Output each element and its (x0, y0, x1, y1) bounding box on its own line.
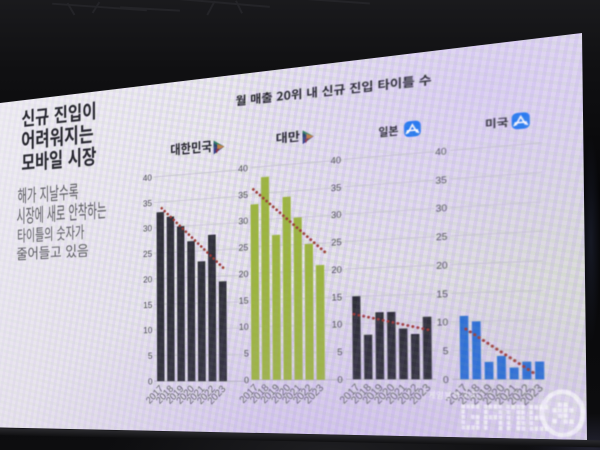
svg-text:0: 0 (244, 375, 249, 386)
svg-text:35: 35 (238, 189, 248, 200)
svg-text:35: 35 (331, 182, 342, 194)
svg-text:20: 20 (436, 260, 448, 272)
svg-text:5: 5 (337, 347, 342, 358)
svg-text:25: 25 (436, 231, 448, 243)
svg-text:10: 10 (437, 317, 449, 329)
svg-text:25: 25 (331, 237, 342, 248)
svg-text:30: 30 (436, 203, 448, 215)
svg-text:0: 0 (148, 377, 153, 387)
svg-text:40: 40 (238, 163, 248, 174)
svg-text:25: 25 (238, 242, 248, 253)
svg-text:20: 20 (331, 264, 342, 275)
svg-text:35: 35 (435, 174, 446, 186)
svg-text:0: 0 (337, 374, 342, 385)
svg-text:30: 30 (238, 216, 248, 227)
svg-text:0: 0 (443, 374, 449, 385)
svg-text:20: 20 (143, 274, 152, 284)
svg-text:10: 10 (239, 322, 249, 333)
svg-text:35: 35 (143, 198, 152, 209)
svg-text:30: 30 (143, 223, 152, 234)
svg-text:15: 15 (143, 300, 152, 310)
svg-text:40: 40 (435, 146, 446, 158)
svg-text:10: 10 (143, 325, 152, 335)
svg-text:5: 5 (443, 345, 449, 356)
svg-text:15: 15 (239, 295, 249, 306)
svg-text:40: 40 (331, 155, 342, 167)
svg-text:15: 15 (331, 292, 342, 303)
svg-text:15: 15 (436, 288, 448, 300)
svg-text:25: 25 (143, 249, 152, 260)
svg-text:40: 40 (143, 173, 152, 184)
svg-text:5: 5 (244, 348, 249, 359)
svg-text:5: 5 (148, 351, 153, 361)
svg-text:10: 10 (332, 319, 343, 330)
svg-text:30: 30 (331, 209, 342, 220)
svg-text:20: 20 (239, 269, 249, 280)
